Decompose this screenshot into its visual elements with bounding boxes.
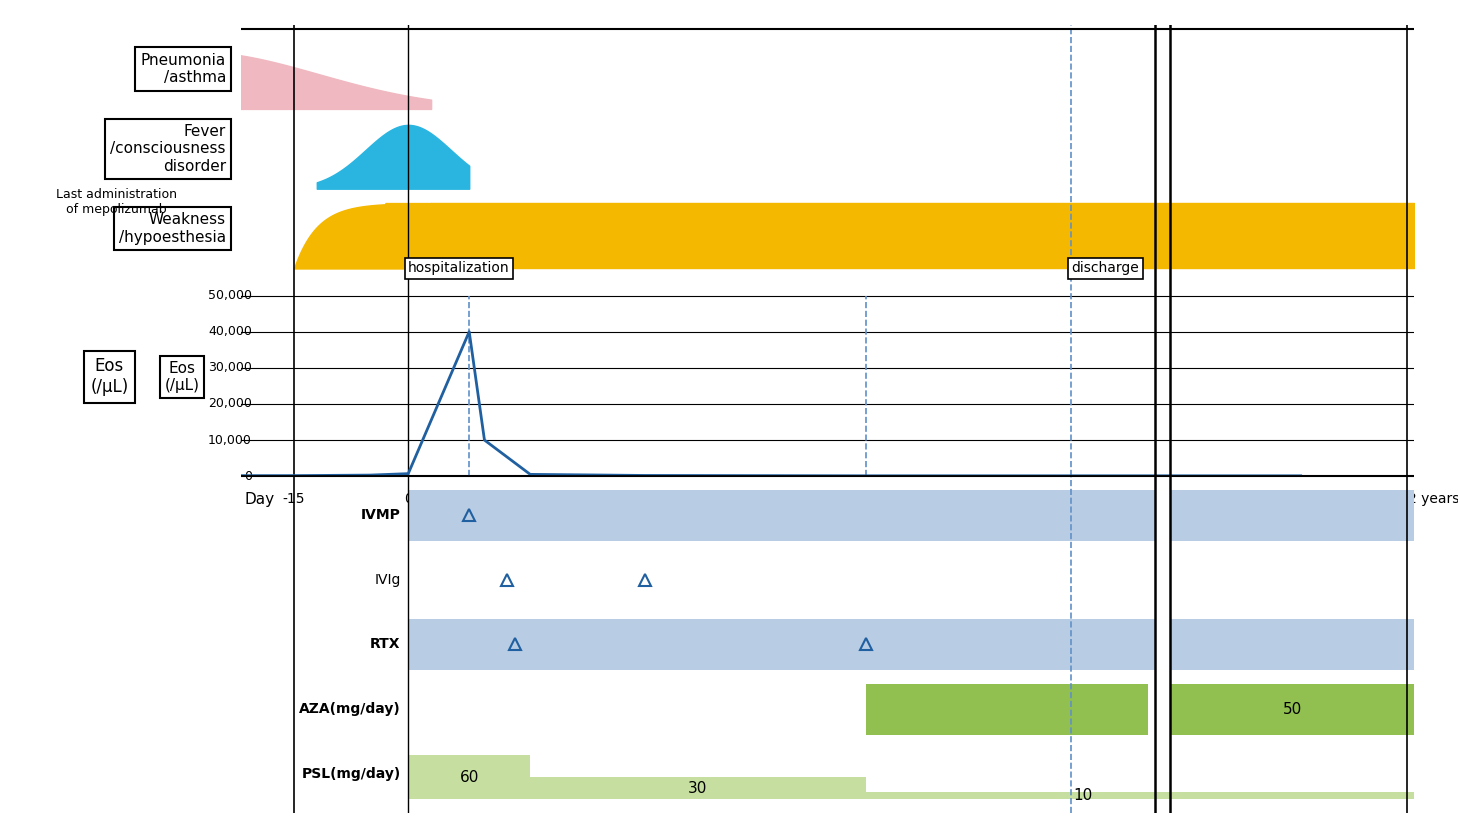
Text: Fever
/consciousness
disorder: Fever /consciousness disorder [111,124,226,174]
Bar [1171,619,1414,670]
Bar [1171,792,1414,800]
Text: 50,000: 50,000 [208,289,252,302]
Text: 16: 16 [522,492,539,506]
Text: Eos
(/μL): Eos (/μL) [165,360,200,393]
Text: NCS: NCS [631,506,658,519]
Text: RTX: RTX [370,637,401,652]
Text: 40,000: 40,000 [208,325,252,338]
Bar [1171,684,1414,735]
Text: 10,000: 10,000 [208,433,252,447]
Text: IVMP: IVMP [360,508,401,522]
Bar [866,684,1147,735]
Text: Pneumonia
/asthma: Pneumonia /asthma [141,53,226,85]
Text: 60: 60 [857,492,875,506]
Text: -15: -15 [283,492,305,506]
Text: 30: 30 [688,781,707,796]
Text: 60: 60 [459,770,478,785]
Text: 0: 0 [243,470,252,483]
Text: 20,000: 20,000 [208,397,252,410]
Bar [866,792,1301,800]
Text: 50: 50 [1283,702,1302,717]
Text: PSL(mg/day): PSL(mg/day) [302,767,401,781]
Text: 10: 10 [1073,788,1092,803]
Text: NCS: NCS [456,506,483,519]
Text: Nerve biopsy: Nerve biopsy [467,506,548,519]
Text: hospitalization: hospitalization [408,261,510,275]
Text: 87: 87 [1063,492,1080,506]
Text: 10: 10 [475,492,493,506]
Text: Last administration
of mepolizumab: Last administration of mepolizumab [57,188,176,216]
Text: Eos
(/μL): Eos (/μL) [90,357,128,397]
Text: discharge: discharge [1072,261,1139,275]
Text: 30,000: 30,000 [208,361,252,374]
Text: 31: 31 [636,492,653,506]
Text: AZA(mg/day): AZA(mg/day) [299,702,401,716]
Text: IVIg: IVIg [375,573,401,587]
Bar [408,619,1155,670]
Text: 2 years: 2 years [1408,492,1458,506]
Bar [408,489,1155,541]
Bar [1171,489,1414,541]
Text: 8: 8 [465,492,474,506]
Text: Weakness
/hypoesthesia: Weakness /hypoesthesia [120,213,226,245]
Text: 0: 0 [404,492,413,506]
Bar [408,755,531,800]
Text: Day: Day [245,492,274,507]
Bar [531,777,866,800]
